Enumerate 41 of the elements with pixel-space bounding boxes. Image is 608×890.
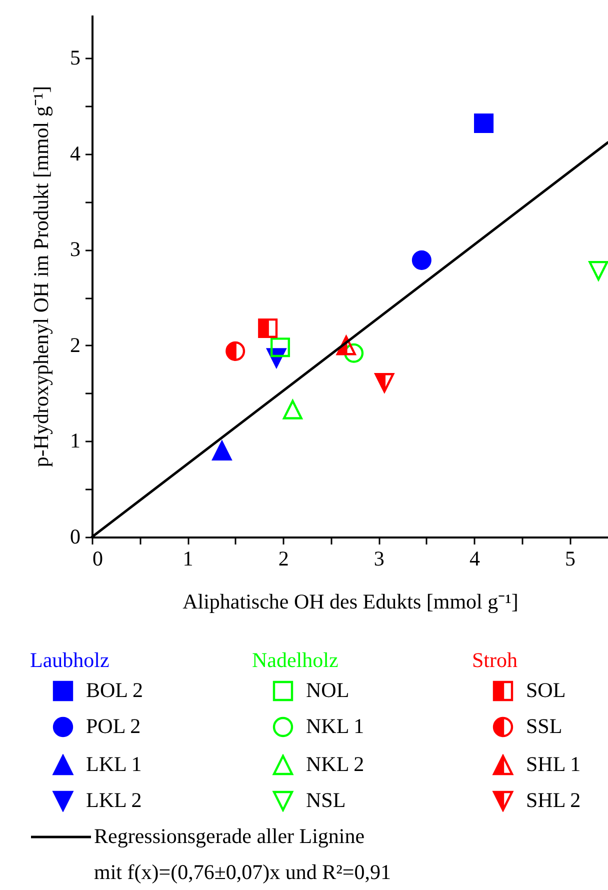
legend-label: NKL 1 — [306, 714, 364, 739]
legend-label: LKL 2 — [86, 788, 142, 813]
x-tick-label: 5 — [565, 546, 576, 570]
text: Nadelholz — [252, 648, 338, 673]
legend-label: BOL 2 — [86, 678, 143, 703]
point — [226, 341, 246, 361]
legend-label: POL 2 — [86, 714, 141, 739]
legend-label: NSL — [306, 788, 346, 813]
x-tick-label: 3 — [374, 546, 384, 570]
x-tick-label: 0 — [92, 546, 103, 570]
y-axis-title: p-Hydroxyphenyl OH im Produkt [mmol g⁻¹] — [29, 86, 53, 468]
point — [474, 113, 494, 133]
y-tick-label: 4 — [70, 141, 81, 166]
point — [344, 343, 364, 363]
y-tick-label: 2 — [70, 332, 80, 357]
y-tick-label: 1 — [70, 428, 80, 453]
legend-label: NOL — [306, 678, 350, 703]
point — [588, 260, 608, 280]
point — [258, 318, 278, 338]
point — [212, 441, 232, 461]
legend-label: Regressionsgerade aller Lignine — [94, 824, 365, 849]
text: mit f(x)=(0,76±0,07)x und R²=0,91 — [94, 860, 391, 885]
text: Laubholz — [30, 648, 110, 673]
legend-label: SSL — [526, 714, 562, 739]
point — [374, 373, 394, 393]
point — [270, 338, 290, 358]
x-tick-label: 1 — [182, 546, 194, 570]
text: Stroh — [472, 648, 518, 673]
legend-label: SHL 2 — [526, 788, 581, 813]
x-tick-label: 4 — [469, 546, 480, 570]
legend-label: SHL 1 — [526, 752, 581, 777]
legend-label: LKL 1 — [86, 752, 142, 777]
y-tick-label: 0 — [70, 524, 80, 548]
legend-label: NKL 2 — [306, 752, 364, 777]
x-tick-label: 2 — [278, 546, 289, 570]
point — [282, 400, 302, 420]
x-axis-title: Aliphatische OH des Edukts [mmol g⁻¹] — [182, 590, 518, 614]
y-tick-label: 3 — [70, 237, 80, 262]
legend-label: SOL — [526, 678, 566, 703]
y-tick-label: 5 — [70, 46, 80, 70]
point — [412, 250, 432, 270]
